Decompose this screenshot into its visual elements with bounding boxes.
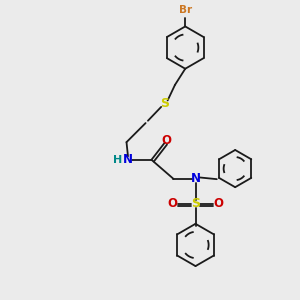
Text: H: H xyxy=(113,155,122,165)
Text: O: O xyxy=(213,197,224,210)
Text: N: N xyxy=(123,153,133,166)
Text: N: N xyxy=(190,172,200,185)
Text: Br: Br xyxy=(179,5,192,15)
Text: S: S xyxy=(160,98,169,110)
Text: S: S xyxy=(191,197,200,210)
Text: O: O xyxy=(161,134,171,148)
Text: O: O xyxy=(168,197,178,210)
